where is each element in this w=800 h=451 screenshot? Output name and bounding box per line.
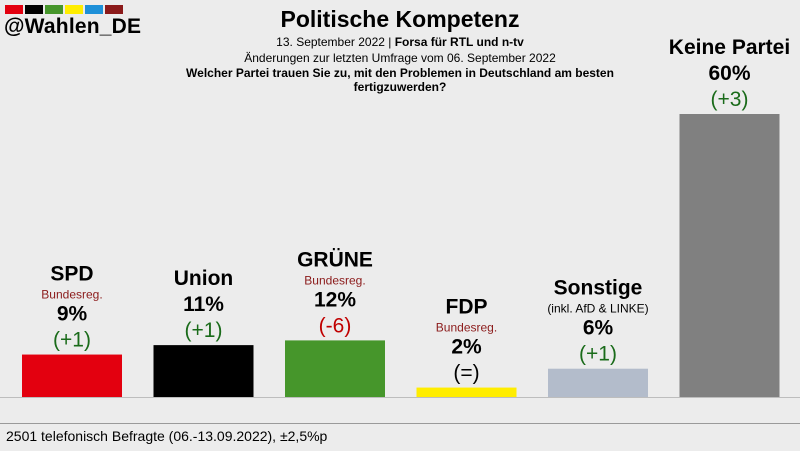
value-label-union: 11% [183, 293, 224, 316]
chart-title: Politische Kompetenz [280, 6, 520, 32]
bar-gr-ne [285, 340, 385, 397]
value-label-keine-partei: 60% [708, 62, 750, 85]
bar-sonstige [548, 368, 648, 397]
poll-question: Welcher Partei trauen Sie zu, mit den Pr… [186, 66, 614, 94]
category-label-spd: SPD [50, 263, 93, 286]
brand-stripe-5 [85, 5, 103, 14]
pollster: Forsa für RTL und n-tv [394, 35, 524, 49]
bar-keine-partei [679, 114, 780, 397]
change-label-gr-ne: (-6) [319, 314, 352, 337]
value-label-sonstige: 6% [583, 317, 614, 340]
value-label-spd: 9% [57, 303, 88, 326]
note-label-spd: Bundesreg. [41, 288, 102, 302]
bar-union [153, 345, 254, 397]
change-label-fdp: (=) [453, 362, 479, 385]
change-label-spd: (+1) [53, 329, 91, 352]
value-label-gr-ne: 12% [314, 288, 356, 311]
brand-color-stripes [5, 5, 123, 14]
bar-spd [22, 354, 122, 397]
brand-stripe-2 [25, 5, 43, 14]
brand-stripe-4 [65, 5, 83, 14]
category-label-sonstige: Sonstige [554, 277, 643, 300]
change-label-keine-partei: (+3) [711, 88, 749, 111]
brand-stripe-1 [5, 5, 23, 14]
category-label-union: Union [174, 267, 233, 290]
poll-date: 13. September 2022 [276, 35, 385, 49]
category-label-fdp: FDP [446, 296, 488, 319]
note-label-fdp: Bundesreg. [436, 321, 497, 335]
category-label-keine-partei: Keine Partei [669, 36, 790, 59]
chart-header: Politische Kompetenz 13. September 2022 … [150, 4, 650, 94]
bar-fdp [416, 387, 517, 397]
sample-info: 2501 telefonisch Befragte (06.-13.09.202… [6, 428, 328, 444]
change-label-sonstige: (+1) [579, 343, 617, 366]
category-label-gr-ne: GRÜNE [297, 248, 373, 271]
footer-divider [0, 423, 800, 424]
bar-chart: (+1)9%Bundesreg.SPD(+1)11%Union(-6)12%Bu… [0, 36, 800, 398]
brand-stripe-3 [45, 5, 63, 14]
note-label-sonstige: (inkl. AfD & LINKE) [547, 302, 648, 316]
brand-stripe-6 [105, 5, 123, 14]
change-label-union: (+1) [185, 319, 223, 342]
changes-note: Änderungen zur letzten Umfrage vom 06. S… [244, 51, 556, 65]
note-label-gr-ne: Bundesreg. [304, 273, 365, 287]
poll-info: 13. September 2022 | Forsa für RTL und n… [276, 35, 524, 49]
brand-handle: @Wahlen_DE [4, 15, 142, 38]
value-label-fdp: 2% [451, 336, 482, 359]
